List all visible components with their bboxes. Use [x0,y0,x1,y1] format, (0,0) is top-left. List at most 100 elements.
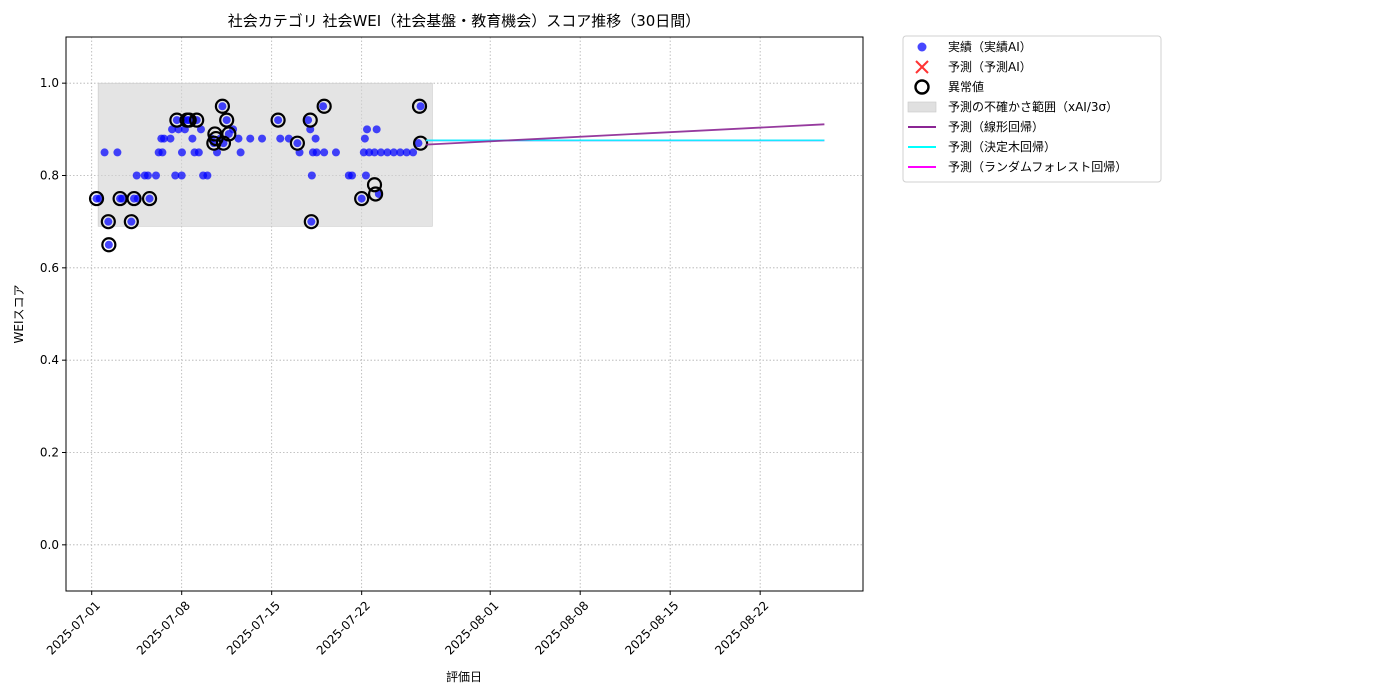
actual-point [389,148,398,157]
anomaly-marker [88,190,105,207]
actual-point [104,217,113,226]
actual-point [360,134,369,143]
actual-point [363,125,372,134]
legend-predicted-marker [915,60,929,74]
legend-label: 予測（ランダムフォレスト回帰） [948,159,1127,174]
x-tick-label: 2025-07-08 [134,598,193,657]
actual-point [246,134,255,143]
legend-label: 予測（線形回帰） [948,119,1044,134]
actual-point [188,134,197,143]
actual-point [409,148,418,157]
anomaly-marker [221,126,237,142]
actual-point [127,217,136,226]
legend-label: 異常値 [948,79,984,94]
x-tick-label: 2025-07-01 [44,598,103,657]
actual-point [166,134,175,143]
actual-point [320,148,329,157]
actual-point [203,171,212,180]
anomaly-marker [367,186,384,202]
actual-point [160,134,169,143]
anomaly-marker [100,214,116,230]
actual-point [370,148,379,157]
actual-point [258,134,267,143]
plot-frame [65,36,864,592]
legend-label: 予測（決定木回帰） [948,139,1056,154]
actual-point [218,102,227,111]
legend-box [902,35,1162,183]
x-tick-label: 2025-08-01 [442,598,501,657]
actual-point [376,148,385,157]
actual-point [276,134,285,143]
actual-point [158,148,167,157]
actual-point [177,148,186,157]
y-axis-label: WEIスコア [12,285,26,344]
anomaly-marker [101,237,117,253]
legend-anomaly-marker [914,79,930,95]
actual-point [194,148,203,157]
actual-point [145,194,154,203]
actual-point [361,171,370,180]
actual-point [118,194,127,203]
actual-point [293,139,302,148]
actual-point [312,148,321,157]
legend-actual-marker [917,42,927,52]
anomaly-marker [208,130,224,147]
x-tick-label: 2025-08-08 [532,598,591,657]
actual-point [222,116,231,125]
anomaly-marker [302,112,318,128]
actual-point [331,148,340,157]
y-tick-label: 0.4 [40,353,59,367]
actual-point [372,125,381,134]
actual-point [414,139,423,148]
actual-point [402,148,411,157]
plot-border [65,36,864,592]
anomaly-series [88,98,429,253]
actual-point [236,148,245,157]
actual-point [383,148,392,157]
y-tick-label: 0.2 [40,446,59,460]
prediction-line-linear [425,123,825,146]
anomaly-marker [354,190,370,207]
actual-point [171,171,180,180]
x-tick-label: 2025-08-15 [622,598,681,657]
anomaly-marker [126,190,142,207]
anomaly-marker [316,98,332,114]
anomaly-marker [289,135,305,151]
actual-point [357,194,366,203]
legend-band-swatch [907,101,937,113]
y-axis: 0.0 0.2 0.4 0.6 0.8 1.0 [40,76,66,552]
x-axis-label: 評価日 [446,669,482,684]
x-tick-label: 2025-07-15 [224,598,283,657]
actual-point [172,116,181,125]
actual-point [143,171,152,180]
actual-point [168,125,177,134]
actual-point [113,148,122,157]
legend-label: 実績（実績AI） [948,39,1032,54]
actual-point [274,116,283,125]
actual-point [151,171,160,180]
legend-label: 予測（予測AI） [948,60,1032,74]
y-tick-label: 0.8 [40,169,59,183]
actual-point [307,217,316,226]
prediction-lines [425,123,825,146]
chart-title: 社会カテゴリ 社会WEI（社会基盤・教育機会）スコア推移（30日間） [228,12,701,30]
x-axis: 2025-07-01 2025-07-08 2025-07-15 2025-07-22… [44,591,772,658]
anomaly-marker [219,112,235,128]
actual-point [104,240,113,249]
anomaly-marker [141,190,158,207]
actual-point [304,116,313,125]
actual-point [307,171,316,180]
actual-point [396,148,405,157]
y-tick-label: 1.0 [40,76,59,90]
x-tick-label: 2025-07-22 [314,598,373,657]
y-tick-label: 0.0 [40,538,59,552]
anomaly-marker [412,135,429,151]
anomaly-marker [303,214,319,230]
legend-label: 予測の不確かさ範囲（xAI/3σ） [948,99,1118,114]
anomaly-marker [270,112,286,128]
actual-point [132,171,141,180]
y-tick-label: 0.6 [40,261,59,275]
anomaly-marker [181,112,197,128]
actual-point [348,171,357,180]
